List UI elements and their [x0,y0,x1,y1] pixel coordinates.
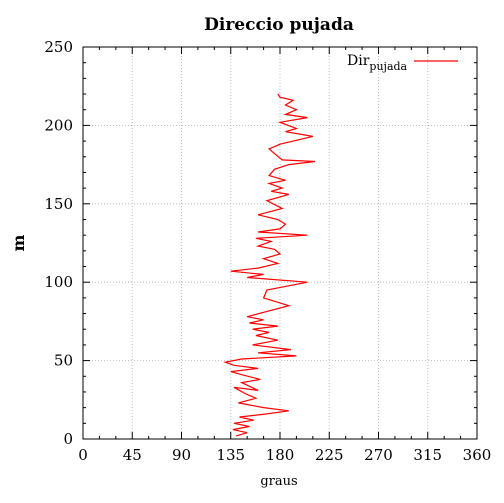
legend-label: Dirpujada [347,53,408,73]
x-tick-label: 180 [266,446,295,464]
x-tick-label: 0 [78,446,88,464]
axis-ticks [82,46,478,440]
y-tick-label: 200 [44,116,73,134]
x-tick-label: 360 [463,446,492,464]
x-tick-label: 270 [364,446,393,464]
series-line-dir-pujada [223,93,316,437]
legend-label-main: Dir [347,53,370,69]
grid [83,47,477,439]
y-axis-label: m [9,234,28,251]
legend: Dirpujada [347,53,458,73]
tick-labels: 0 45 90 135 180 225 270 315 360 0 50 100 150 200 250 [44,38,491,464]
x-tick-label: 315 [413,446,442,464]
x-tick-label: 45 [123,446,142,464]
y-tick-label: 100 [44,273,73,291]
y-tick-label: 0 [63,430,73,448]
y-tick-label: 250 [44,38,73,56]
x-tick-label: 225 [315,446,344,464]
y-tick-label: 50 [54,352,73,370]
chart-title: Direccio pujada [204,15,354,35]
x-tick-label: 135 [216,446,245,464]
y-tick-label: 150 [44,195,73,213]
legend-label-subscript: pujada [369,60,407,73]
x-axis-label: graus [260,474,297,489]
x-tick-label: 90 [172,446,191,464]
